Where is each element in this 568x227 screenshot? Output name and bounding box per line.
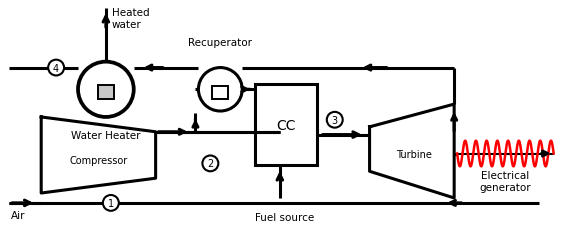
Bar bbox=[255, 85, 317, 166]
Text: 2: 2 bbox=[207, 159, 214, 169]
Circle shape bbox=[103, 195, 119, 211]
Text: Heated
water: Heated water bbox=[112, 8, 149, 30]
Text: Compressor: Compressor bbox=[69, 155, 128, 165]
Text: 3: 3 bbox=[332, 115, 338, 125]
Text: Water Heater: Water Heater bbox=[71, 130, 141, 140]
Circle shape bbox=[48, 60, 64, 76]
Circle shape bbox=[202, 156, 218, 172]
Bar bbox=[98, 86, 114, 100]
Text: Fuel source: Fuel source bbox=[255, 212, 315, 222]
Text: Turbine: Turbine bbox=[396, 149, 432, 159]
Text: Electrical
generator: Electrical generator bbox=[479, 171, 531, 192]
Text: 4: 4 bbox=[53, 63, 59, 73]
Polygon shape bbox=[370, 105, 454, 198]
Text: Recuperator: Recuperator bbox=[189, 38, 252, 48]
Text: Air: Air bbox=[11, 210, 26, 220]
Text: CC: CC bbox=[276, 118, 296, 132]
Text: 1: 1 bbox=[108, 198, 114, 208]
Circle shape bbox=[198, 68, 242, 111]
Circle shape bbox=[327, 112, 343, 128]
Bar bbox=[212, 86, 228, 99]
Polygon shape bbox=[41, 117, 156, 193]
Circle shape bbox=[78, 62, 133, 117]
